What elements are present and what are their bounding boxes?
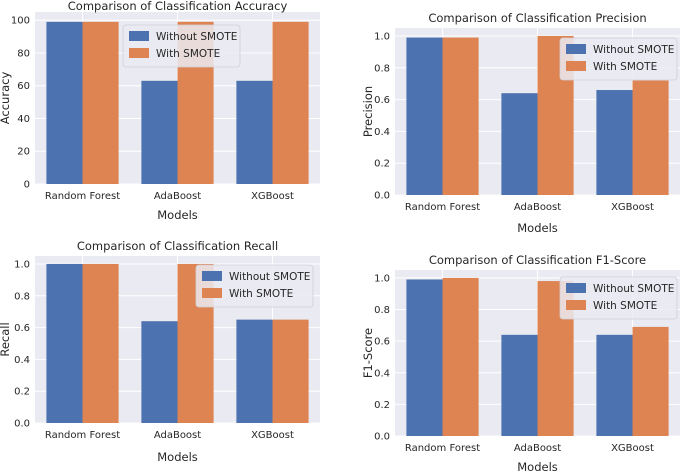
y-tick-label: 0.8 (374, 305, 390, 316)
bar-without-smote-xgboost (596, 90, 633, 195)
legend-label-with-smote: With SMOTE (593, 61, 657, 73)
legend-swatch-without-smote (566, 44, 586, 54)
legend-box (559, 276, 678, 320)
y-tick-label: 100 (11, 16, 30, 27)
bar-without-smote-adaboost (141, 80, 178, 184)
bar-with-smote-random-forest (442, 277, 479, 436)
legend-label-without-smote: Without SMOTE (229, 271, 310, 283)
bar-without-smote-random-forest (406, 37, 443, 195)
x-tick-label: AdaBoost (514, 443, 561, 454)
y-tick-label: 0.4 (14, 355, 30, 366)
chart-title: Comparison of Classification Precision (428, 11, 646, 25)
y-tick-label: 0.6 (374, 337, 390, 348)
legend-swatch-with-smote (129, 48, 149, 58)
x-tick-label: AdaBoost (514, 202, 561, 213)
y-tick-label: 0.4 (374, 368, 390, 379)
legend-label-without-smote: Without SMOTE (593, 44, 674, 56)
x-tick-label: AdaBoost (154, 191, 201, 202)
bar-without-smote-random-forest (406, 279, 443, 436)
legend-swatch-without-smote (202, 271, 222, 281)
bar-without-smote-adaboost (141, 321, 178, 423)
legend-swatch-without-smote (566, 283, 586, 293)
x-tick-label: XGBoost (611, 202, 654, 213)
legend-label-with-smote: With SMOTE (229, 288, 293, 300)
x-tick-label: XGBoost (251, 191, 294, 202)
y-tick-label: 0 (24, 180, 30, 191)
x-tick-label: AdaBoost (154, 430, 201, 441)
bar-without-smote-xgboost (596, 334, 633, 436)
legend-label-with-smote: With SMOTE (156, 48, 220, 60)
x-tick-label: XGBoost (611, 443, 654, 454)
y-axis-label: F1-Score (361, 328, 375, 378)
bar-with-smote-xgboost (632, 326, 669, 436)
bar-with-smote-random-forest (82, 21, 119, 185)
bar-without-smote-random-forest (46, 21, 83, 185)
bar-without-smote-adaboost (501, 334, 538, 436)
y-tick-label: 0.2 (374, 159, 390, 170)
chart-accuracy: 0 20 40 60 80 100 Random Forest AdaBoost XGBoost… (0, 0, 320, 222)
legend: Without SMOTE With SMOTE (559, 37, 678, 81)
y-axis-label: Precision (361, 86, 375, 137)
legend-swatch-with-smote (202, 288, 222, 298)
y-tick-label: 0.2 (374, 400, 390, 411)
y-tick-label: 0.2 (14, 387, 30, 398)
bar-with-smote-xgboost (272, 21, 309, 185)
y-tick-label: 40 (17, 114, 30, 125)
chart-title: Comparison of Classification Accuracy (68, 0, 288, 13)
y-tick-label: 0.6 (374, 95, 390, 106)
x-axis-label: Models (517, 460, 558, 474)
y-tick-label: 0.8 (14, 291, 30, 302)
x-axis-label: Models (517, 221, 558, 235)
bar-without-smote-xgboost (236, 80, 273, 184)
legend-swatch-with-smote (566, 300, 586, 310)
x-axis-label: Models (157, 450, 198, 464)
y-axis-label: Recall (0, 322, 12, 356)
y-axis-label: Accuracy (0, 72, 12, 125)
chart-f1-score: 0.0 0.2 0.4 0.6 0.8 1.0 Random Forest AdaBoost X… (361, 253, 680, 474)
bar-with-smote-random-forest (442, 37, 479, 195)
x-tick-label: Random Forest (45, 191, 120, 202)
x-axis-label: Models (157, 208, 198, 222)
y-tick-label: 0.4 (374, 127, 390, 138)
legend-label-without-smote: Without SMOTE (593, 283, 674, 295)
legend: Without SMOTE With SMOTE (122, 24, 241, 68)
bar-with-smote-random-forest (82, 263, 119, 423)
y-tick-label: 0.6 (14, 323, 30, 334)
chart-recall: 0.0 0.2 0.4 0.6 0.8 1.0 Random Forest AdaBoost X… (0, 239, 320, 464)
chart-title: Comparison of Classification F1-Score (429, 253, 646, 267)
x-tick-label: Random Forest (405, 443, 480, 454)
y-tick-label: 1.0 (374, 31, 390, 42)
chart-title: Comparison of Classification Recall (77, 239, 278, 253)
legend-swatch-with-smote (566, 61, 586, 71)
x-tick-label: Random Forest (45, 430, 120, 441)
bar-without-smote-random-forest (46, 263, 83, 423)
y-tick-label: 0.0 (374, 191, 390, 202)
legend-box (195, 264, 314, 308)
bar-without-smote-xgboost (236, 319, 273, 423)
y-tick-label: 0.0 (374, 432, 390, 443)
y-tick-label: 80 (17, 48, 30, 59)
y-tick-label: 0.8 (374, 63, 390, 74)
legend-box (559, 37, 678, 81)
legend-swatch-without-smote (129, 31, 149, 41)
legend-label-with-smote: With SMOTE (593, 300, 657, 312)
legend: Without SMOTE With SMOTE (195, 264, 314, 308)
bar-without-smote-adaboost (501, 93, 538, 195)
x-tick-label: Random Forest (405, 202, 480, 213)
legend-label-without-smote: Without SMOTE (156, 31, 237, 43)
bar-with-smote-xgboost (272, 319, 309, 423)
y-tick-label: 20 (17, 147, 30, 158)
x-tick-label: XGBoost (251, 430, 294, 441)
y-tick-label: 1.0 (14, 259, 30, 270)
y-tick-label: 60 (17, 81, 30, 92)
legend-box (122, 24, 241, 68)
bar-with-smote-xgboost (632, 80, 669, 195)
legend: Without SMOTE With SMOTE (559, 276, 678, 320)
chart-precision: 0.0 0.2 0.4 0.6 0.8 1.0 Random Forest AdaBoost X… (361, 11, 680, 235)
y-tick-label: 1.0 (374, 273, 390, 284)
y-tick-label: 0.0 (14, 419, 30, 430)
